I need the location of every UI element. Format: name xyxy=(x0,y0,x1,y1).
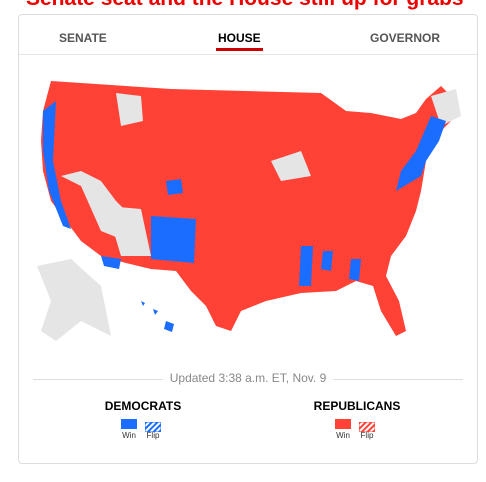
tab-governor[interactable]: GOVERNOR xyxy=(370,31,441,45)
legend-label: Flip xyxy=(360,431,374,440)
tab-senate[interactable]: SENATE xyxy=(59,31,107,45)
democratic-area xyxy=(396,116,446,191)
updated-time: Updated 3:38 a.m. ET, Nov. 9 xyxy=(19,371,477,385)
democratic-area xyxy=(151,216,196,263)
undecided xyxy=(106,206,151,256)
legend-party: DEMOCRATS xyxy=(104,399,182,413)
results-card: SENATE HOUSE GOVERNOR Updated 3:38 a.m. … xyxy=(18,14,478,464)
democratic-area xyxy=(43,101,71,229)
legend-party: REPUBLICANS xyxy=(313,399,401,413)
undecided xyxy=(116,93,143,126)
tab-house[interactable]: HOUSE xyxy=(216,31,263,51)
legend-label: Flip xyxy=(146,431,160,440)
divider xyxy=(33,379,163,380)
legend-swatch-win xyxy=(335,419,351,429)
tab-separator xyxy=(19,54,477,55)
undecided xyxy=(271,151,311,181)
alaska xyxy=(37,259,111,341)
headline: Senate seat and the House still up for g… xyxy=(26,0,464,11)
legend-swatch-flip xyxy=(144,419,162,433)
undecided xyxy=(431,89,461,126)
legend-label: Win xyxy=(336,431,350,440)
divider xyxy=(333,379,463,380)
legend-swatch-flip xyxy=(358,419,376,433)
legend-swatch-win xyxy=(121,419,137,429)
updated-text: Updated 3:38 a.m. ET, Nov. 9 xyxy=(163,371,333,385)
us-map xyxy=(37,81,461,341)
hawaii xyxy=(141,301,174,332)
legend-label: Win xyxy=(122,431,136,440)
